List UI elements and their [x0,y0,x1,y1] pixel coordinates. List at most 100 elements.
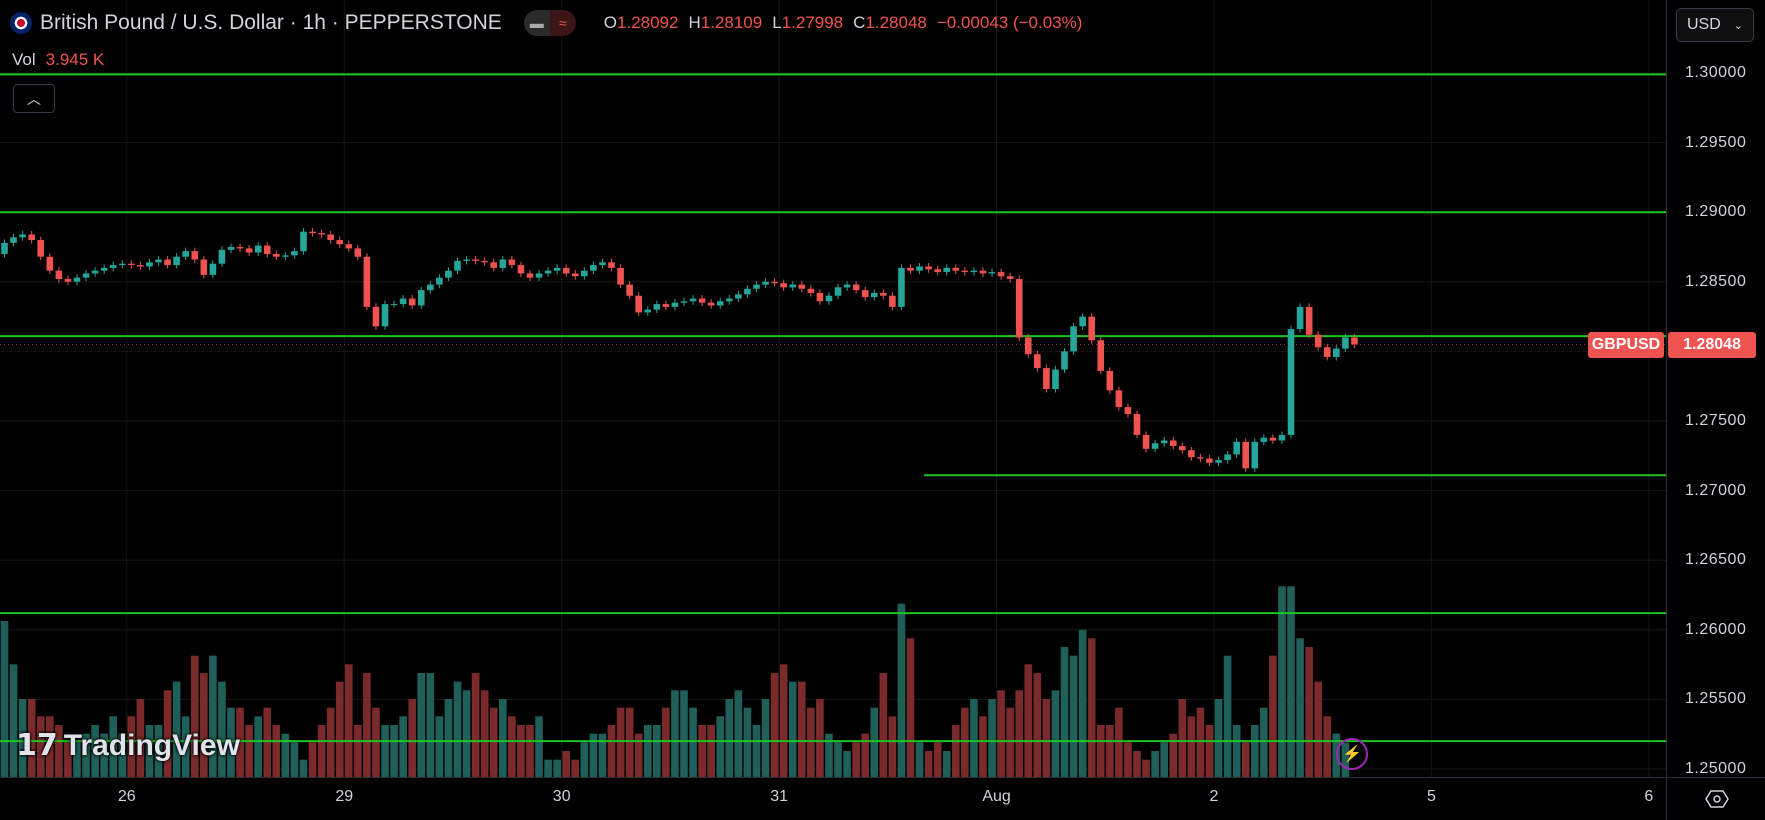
symbol-title[interactable]: British Pound / U.S. Dollar · 1h · PEPPE… [40,11,502,34]
candle-body [852,284,860,291]
volume-bar [200,673,208,777]
collapse-legend-button[interactable]: ︿ [13,84,55,113]
time-tick: 2 [1209,788,1219,805]
volume-bar [1006,707,1014,777]
candle-body [870,292,878,298]
lightning-icon: ⚡ [1342,746,1362,763]
candle-body [417,290,425,306]
time-tick: 31 [770,788,789,805]
gbp-usd-flag-icon [10,12,32,34]
candle-body [635,295,642,313]
volume-bar [788,681,797,777]
volume-bar [571,759,580,777]
candle-body [599,262,606,266]
wave-icon[interactable]: ≈ [549,10,576,36]
currency-button[interactable]: USD ⌄ [1676,8,1754,42]
candle-body [581,270,588,277]
volume-bar [1241,742,1250,777]
volume-bar [1051,690,1060,777]
price-tick: 1.26000 [1685,620,1747,638]
volume-bar [1223,655,1232,777]
candle-body [753,284,760,289]
chart-settings-button[interactable] [1666,777,1765,820]
price-chart[interactable] [0,0,1666,777]
candle-body [372,306,380,327]
volume-bar [55,725,63,777]
candle-body [354,248,362,257]
volume-bar [1106,725,1114,777]
tradingview-logo[interactable]: 𝟭𝟳 TradingView [16,728,240,763]
volume-bar [444,699,453,777]
volume-bar [64,742,72,777]
volume-bar [145,725,154,777]
volume-bar [136,699,145,777]
candle-body [970,270,978,273]
volume-bar [825,733,833,777]
tradingview-logo-icon: 𝟭𝟳 [16,729,58,762]
volume-bar [36,716,45,777]
volume-bar [1314,681,1322,777]
volume-bar [979,716,987,777]
volume-bar [1232,725,1241,777]
time-axis[interactable]: 26 29 30 31 Aug 2 5 6 [0,777,1666,820]
volume-bar [1142,759,1150,777]
volume-bar [526,725,534,777]
volume-bar [952,725,960,777]
open-value: 1.28092 [617,13,679,32]
candle-body [10,237,17,243]
candle-body [209,263,217,275]
volume-bar [354,725,362,777]
volume-bar [308,742,317,777]
candle-body [1333,348,1340,357]
volume-bar [625,707,634,777]
volume-bar [1250,725,1259,777]
candle-body [1061,351,1068,370]
price-axis[interactable]: 1.300001.295001.290001.285001.280001.275… [1666,0,1765,777]
candle-body [200,259,208,275]
volume-bar [553,759,561,777]
candle-body [91,270,99,274]
volume-bar [299,759,308,777]
volume-bar [1278,586,1286,777]
candle-body [735,294,742,299]
price-tick: 1.30000 [1685,64,1747,81]
volume-bar [272,725,281,777]
volume-bar [317,725,326,777]
volume-bar [390,725,398,777]
volume-bar [1069,655,1078,777]
ohlc-values: O1.28092 H1.28109 L1.27998 C1.28048 −0.0… [604,13,1083,33]
volume-bar [915,742,924,777]
candle-body [1260,437,1268,442]
volume-bar [1087,638,1096,777]
volume-bar [779,664,788,777]
volume-bar [408,699,416,777]
volume-bar [725,699,734,777]
candle-body [1024,337,1032,355]
time-tick: 5 [1426,788,1436,805]
indicator-pill[interactable]: ▬ ≈ [523,10,576,36]
volume-bar [653,725,661,777]
volume-bar [109,716,118,777]
volume-bar [1133,751,1141,777]
volume-bar [861,733,869,777]
candle-body [526,273,534,278]
volume-bar [1178,699,1187,777]
volume-bar [1205,725,1214,777]
volume-bar [997,690,1005,777]
lightning-button[interactable]: ⚡ [1336,738,1368,770]
candle-body [1006,276,1014,280]
dash-icon[interactable]: ▬ [523,10,550,36]
candle-body [925,266,932,270]
candle-body [1269,437,1277,441]
volume-bar [1305,647,1313,777]
candle-body [571,273,579,277]
candle-body [662,304,670,307]
volume-bar [843,751,851,777]
candle-body [128,263,135,266]
volume-bar [1287,586,1295,777]
candle-body [191,251,199,260]
volume-bar [236,707,244,777]
candle-body [771,281,778,284]
chart-background [0,0,1666,777]
volume-bar [1096,725,1105,777]
